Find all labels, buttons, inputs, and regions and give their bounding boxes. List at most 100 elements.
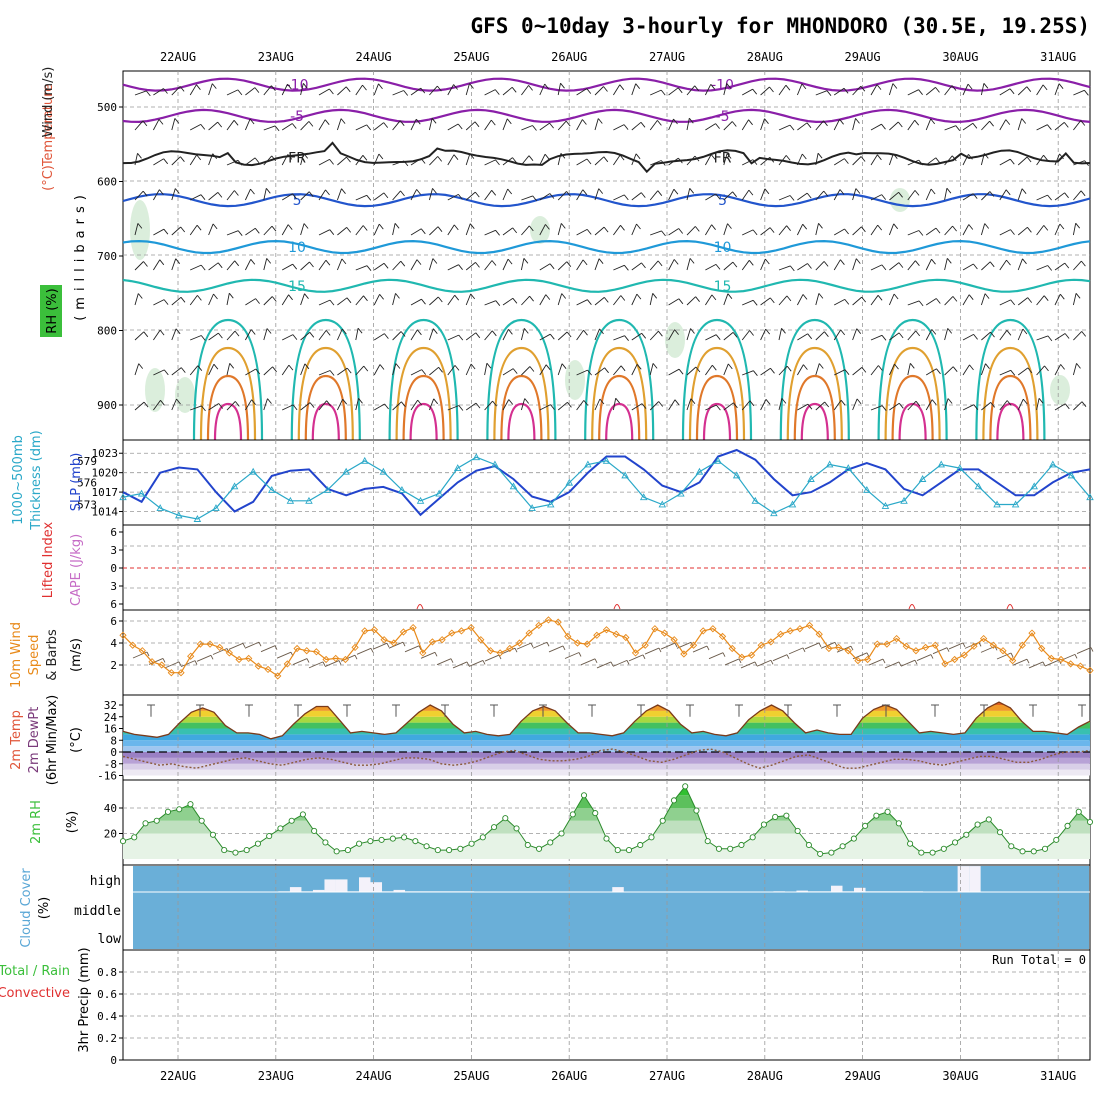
wind-barb: [888, 293, 899, 306]
wind-10m-barb: [260, 645, 278, 653]
thickness-point: [268, 485, 276, 493]
rh-2m-point: [524, 841, 531, 849]
wind-10m-ticks: 6 4 2: [110, 615, 123, 672]
wind-10m-point: [399, 628, 408, 636]
wind-10m-point: [660, 629, 669, 637]
wind-barb: [999, 299, 1016, 306]
y-tick-label: 6: [110, 526, 117, 539]
wind-barb: [520, 328, 529, 341]
wind-barb: [852, 226, 866, 236]
wind-barb: [888, 83, 898, 96]
wind-barb: [833, 228, 849, 236]
thickness-point: [732, 471, 741, 479]
thickness-point: [677, 489, 685, 497]
y-tick-label: 6: [110, 615, 117, 628]
isotherm-label: 5: [718, 193, 727, 209]
rh-2m-point: [1086, 818, 1094, 826]
wind-barb: [502, 297, 518, 306]
wind-10m-point: [689, 641, 698, 649]
wind-barb: [208, 223, 218, 236]
wind-barb: [521, 85, 533, 96]
wind-10m-point: [564, 632, 572, 641]
rh-2m-point: [783, 812, 790, 819]
wind-10m-point: [805, 621, 814, 630]
isotherm-label: -5: [716, 109, 730, 125]
wind-barb: [226, 159, 243, 166]
wind-barb: [815, 401, 830, 411]
wind-barb: [944, 187, 952, 201]
wind-10m-point: [216, 643, 224, 652]
wind-10m-point: [196, 640, 204, 648]
temp-minmax-bar: [1029, 704, 1037, 717]
y-tick-label: -8: [104, 758, 117, 771]
wind-10m-point: [148, 658, 156, 666]
wind-barb: [925, 399, 937, 411]
rh-2m-point: [884, 808, 891, 815]
wind-barb: [226, 230, 243, 236]
wind-barb: [594, 367, 609, 376]
precip-label-total: Total / Rain: [0, 964, 70, 979]
wind-barb: [778, 155, 791, 166]
wind-barb: [171, 398, 181, 411]
wind-barb: [723, 191, 737, 201]
wind-barb: [631, 403, 647, 411]
rh-2m-point: [491, 824, 498, 831]
isotherm-line: [695, 374, 739, 441]
thickness-point: [342, 467, 350, 475]
wind-barb: [318, 370, 335, 376]
wind-10m-point: [680, 650, 688, 658]
wind-10m-point: [283, 660, 292, 668]
wind-barb: [502, 227, 518, 236]
y-tick-label: 0.4: [97, 1010, 117, 1023]
wind-barb: [428, 188, 437, 201]
precip-frame: [122, 949, 1091, 1061]
wind-barb: [594, 226, 609, 236]
wind-barb: [410, 118, 421, 131]
wind-barb: [190, 194, 206, 201]
wind-barb: [1072, 363, 1081, 376]
thickness-point: [602, 456, 611, 464]
wind-10m-point: [477, 636, 485, 644]
wind-barb: [392, 363, 401, 376]
wind-barb: [962, 193, 978, 201]
wind-barb: [392, 401, 406, 411]
dewpoint-2m-series-line: [122, 748, 1091, 769]
wind-barb: [742, 229, 758, 236]
high-cloud-bar: [393, 889, 406, 892]
temp-minmax-bar: [343, 704, 351, 717]
high-cloud-bar: [957, 866, 970, 892]
wind-barb: [723, 363, 733, 376]
wind-barb: [962, 83, 973, 96]
rh-2m-point: [985, 816, 992, 823]
wind-barb: [705, 224, 716, 236]
wind-barb: [576, 400, 589, 411]
thickness-point: [249, 467, 257, 475]
temp-minmax-bar: [245, 704, 253, 717]
wind-barb: [705, 154, 716, 166]
wind-barb: [171, 156, 185, 166]
chart-title: GFS 0~10day 3-hourly for MHONDORO (30.5E…: [470, 14, 1090, 38]
wind-barb: [1017, 86, 1032, 96]
isotherm-line: [311, 402, 340, 441]
y-tick-label: 500: [97, 101, 117, 114]
wind-barb: [189, 295, 202, 306]
wind-barb: [134, 223, 143, 236]
wind-barb: [1017, 226, 1032, 236]
wind-barb: [300, 223, 309, 236]
wind-barb: [852, 398, 862, 411]
wind-10m-panel: 6 4 2: [110, 609, 1094, 696]
rh-2m-point: [1041, 845, 1049, 852]
rh-shade-area: [890, 188, 910, 212]
wind-barb: [962, 404, 979, 411]
rh-2m-label: 2m RH: [29, 800, 44, 844]
wind-barb: [355, 398, 363, 411]
top-date-label: 22AUG: [160, 50, 196, 64]
rh-2m-point: [142, 820, 149, 827]
rh-2m-point: [614, 847, 621, 854]
wind-10m-point: [274, 672, 282, 680]
wind-barb: [373, 83, 383, 96]
isotherm-line: [975, 318, 1046, 441]
thickness-point: [286, 496, 295, 504]
temp-minmax-bar: [931, 704, 939, 717]
rh-2m-point: [513, 825, 520, 832]
